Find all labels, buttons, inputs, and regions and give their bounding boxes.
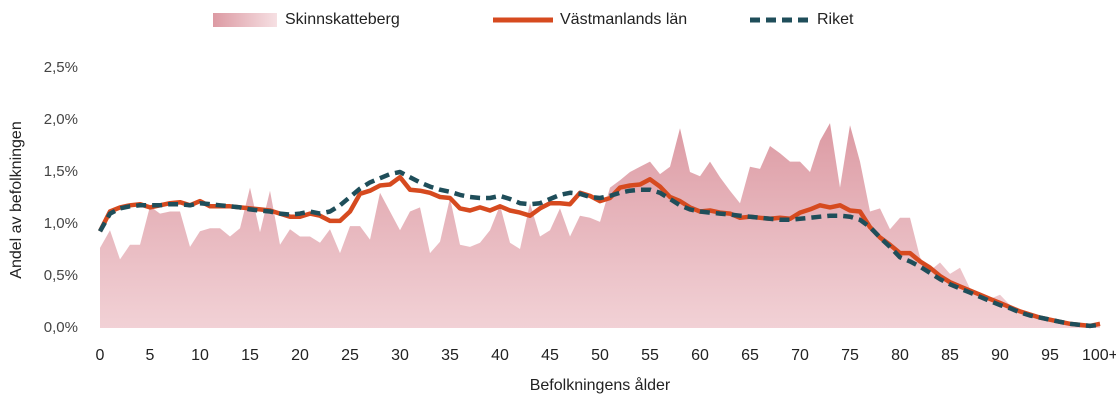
x-tick-label: 30 — [391, 347, 409, 364]
x-tick-label: 40 — [491, 347, 509, 364]
x-tick-label: 80 — [891, 347, 909, 364]
y-tick-label: 0,0% — [44, 319, 78, 336]
x-tick-label: 5 — [146, 347, 155, 364]
legend-swatch — [213, 13, 277, 27]
y-tick-label: 1,0% — [44, 215, 78, 232]
x-tick-label: 85 — [941, 347, 959, 364]
x-tick-label: 65 — [741, 347, 759, 364]
y-tick-label: 1,5% — [44, 163, 78, 180]
area — [100, 123, 1100, 328]
x-tick-label: 60 — [691, 347, 709, 364]
line — [98, 169, 1101, 329]
x-tick-label: 55 — [641, 347, 659, 364]
x-tick-label: 90 — [991, 347, 1009, 364]
legend-label: Västmanlands län — [560, 11, 687, 28]
x-axis-label: Befolkningens ålder — [530, 376, 671, 394]
x-tick-label: 15 — [241, 347, 259, 364]
x-tick-label: 35 — [441, 347, 459, 364]
x-tick-label: 75 — [841, 347, 859, 364]
y-tick-label: 2,5% — [44, 59, 78, 76]
x-tick-label: 0 — [96, 347, 105, 364]
x-tick-label: 20 — [291, 347, 309, 364]
y-tick-label: 2,0% — [44, 111, 78, 128]
x-tick-label: 10 — [191, 347, 209, 364]
x-tick-label: 25 — [341, 347, 359, 364]
x-tick-label: 100+ — [1082, 347, 1116, 364]
x-tick-label: 70 — [791, 347, 809, 364]
legend-label: Skinnskatteberg — [285, 11, 400, 28]
x-tick-label: 45 — [541, 347, 559, 364]
y-axis-label: Andel av befolkningen — [8, 121, 25, 278]
x-tick-label: 95 — [1041, 347, 1059, 364]
x-tick-label: 50 — [591, 347, 609, 364]
legend-label: Riket — [817, 11, 854, 28]
y-tick-label: 0,5% — [44, 267, 78, 284]
